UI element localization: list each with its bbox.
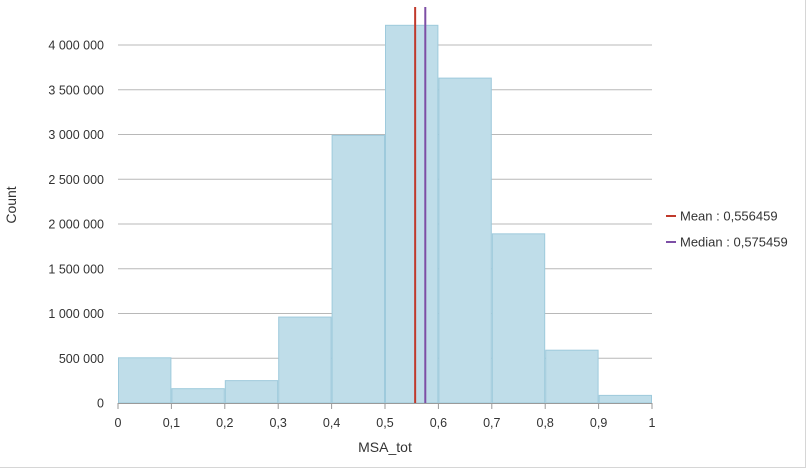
x-tick-label: 0,2 [216, 416, 233, 430]
bars [118, 24, 652, 404]
y-tick-label: 500 000 [59, 352, 104, 366]
histogram-bar [385, 24, 439, 404]
histogram-bar [278, 316, 332, 404]
x-tick-label: 1 [649, 416, 656, 430]
histogram-bar [118, 357, 172, 404]
legend: Mean : 0,556459 Median : 0,575459 [666, 209, 788, 250]
histogram-bar [331, 134, 386, 404]
legend-label: Mean : 0,556459 [680, 209, 778, 224]
x-tick-label: 0,7 [483, 416, 500, 430]
axes: 0 500 000 1 000 000 1 500 000 2 000 000 2 500… [48, 39, 655, 431]
y-tick-label: 3 000 000 [48, 128, 104, 142]
y-axis-title: Count [3, 186, 19, 223]
x-tick-label: 0,5 [376, 416, 393, 430]
histogram-bar [224, 380, 279, 404]
x-tick-label: 0,3 [270, 416, 287, 430]
x-tick-label: 0,6 [430, 416, 447, 430]
x-tick-label: 0,1 [163, 416, 180, 430]
histogram-bar [491, 233, 546, 404]
legend-label: Median : 0,575459 [680, 235, 788, 250]
y-tick-label: 2 000 000 [48, 218, 104, 232]
histogram-bar [598, 394, 652, 404]
histogram-bar [438, 77, 492, 404]
y-tick-label: 4 000 000 [48, 39, 104, 53]
x-tick-label: 0 [115, 416, 122, 430]
reference-lines [414, 7, 427, 403]
y-tick-label: 3 500 000 [48, 83, 104, 97]
y-tick-label: 1 000 000 [48, 307, 104, 321]
histogram-bar [171, 388, 225, 404]
y-tick-label: 0 [97, 397, 104, 411]
x-axis-title: MSA_tot [358, 439, 412, 455]
x-tick-label: 0,9 [590, 416, 607, 430]
x-tick-label: 0,8 [537, 416, 554, 430]
y-tick-label: 2 500 000 [48, 173, 104, 187]
histogram-bar [545, 349, 599, 404]
y-tick-label: 1 500 000 [48, 262, 104, 276]
x-tick-label: 0,4 [323, 416, 340, 430]
